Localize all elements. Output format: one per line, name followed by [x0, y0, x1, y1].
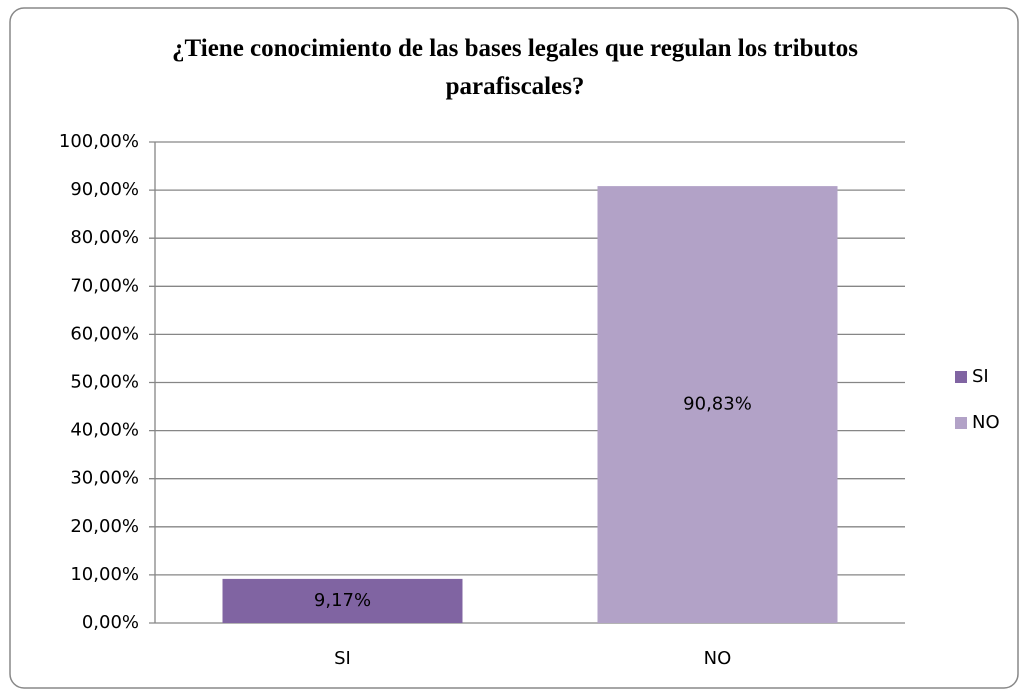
legend-label: SI [972, 366, 989, 387]
legend-swatch [955, 417, 967, 429]
legend-label: NO [972, 412, 1000, 433]
legend-swatch [955, 371, 967, 383]
y-tick-label: 20,00% [70, 516, 139, 537]
y-tick-label: 100,00% [59, 131, 139, 152]
y-tick-label: 40,00% [70, 420, 139, 441]
x-tick-label: NO [704, 648, 732, 669]
chart-title: ¿Tiene conocimiento de las bases legales… [172, 35, 858, 100]
bar [597, 186, 838, 623]
y-tick-label: 90,00% [70, 179, 139, 200]
data-label: 90,83% [683, 394, 752, 415]
y-tick-label: 10,00% [70, 564, 139, 585]
bar [222, 578, 463, 623]
data-label: 9,17% [314, 590, 371, 611]
y-tick-label: 30,00% [70, 468, 139, 489]
y-tick-label: 60,00% [70, 323, 139, 344]
y-tick-label: 50,00% [70, 372, 139, 393]
y-tick-label: 0,00% [82, 612, 139, 633]
y-tick-label: 70,00% [70, 275, 139, 296]
chart-frame [9, 7, 1019, 689]
y-tick-label: 80,00% [70, 227, 139, 248]
x-tick-label: SI [334, 648, 351, 669]
